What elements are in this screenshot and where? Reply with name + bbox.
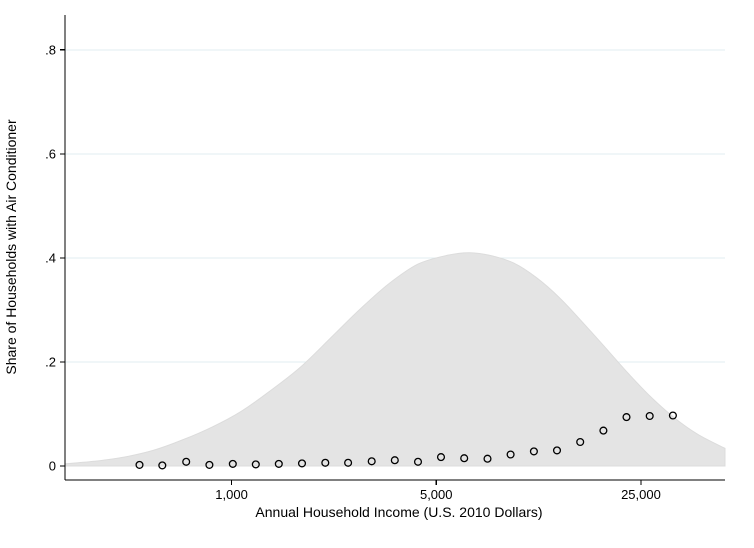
scatter-point [274,459,283,468]
scatter-point [367,457,376,466]
scatter-point [668,411,677,420]
y-tick-label: .6 [45,146,56,161]
scatter-point [599,426,608,435]
scatter-point [413,457,423,466]
scatter-point [436,453,446,462]
x-tick-label: 25,000 [621,487,661,502]
density-area-group [64,252,726,467]
scatter-point [321,458,330,467]
y-tick-label: 0 [49,458,56,473]
scatter-point [576,437,585,447]
density-area [64,252,726,467]
scatter-point [483,454,492,463]
scatter-point [182,457,191,466]
scatter-point [251,460,260,469]
y-axis-title: Share of Households with Air Conditioner [3,119,19,375]
y-tick-label: .4 [45,250,56,265]
scatter-point [506,450,515,459]
scatter-point [645,411,654,421]
y-tick-label: .8 [45,42,56,57]
scatter-point [460,454,469,463]
ticks-group: 0 .2 .4 .6 .8 1,000 5,000 25,000 [45,42,661,502]
scatter-group [135,411,677,470]
scatter-point [228,459,237,468]
scatter-point [344,458,353,467]
scatter-point [622,413,631,422]
axes-group [64,15,725,481]
scatter-point [205,460,214,469]
x-axis-title: Annual Household Income (U.S. 2010 Dolla… [255,504,542,520]
scatter-point [390,456,399,465]
y-tick-label: .2 [45,354,56,369]
x-tick-label: 5,000 [420,487,453,502]
scatter-point [552,446,562,455]
scatter-point [529,447,538,456]
x-tick-label: 1,000 [215,487,248,502]
scatter-point [135,460,144,469]
scatter-point [158,461,167,470]
scatter-point [297,459,307,468]
